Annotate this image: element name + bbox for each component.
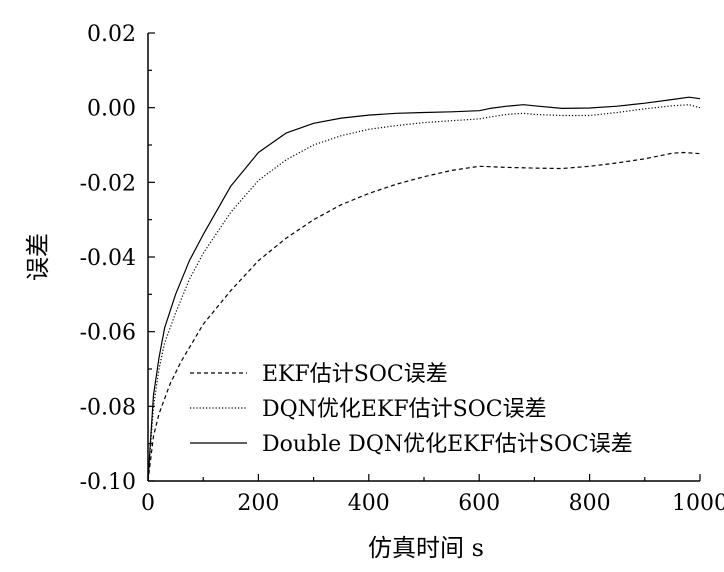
series-line-1 xyxy=(147,151,701,482)
y-axis-title: 误差 xyxy=(24,233,52,281)
x-tick-label: 200 xyxy=(237,491,279,516)
y-tick-label: -0.02 xyxy=(80,171,136,196)
y-tick-label: -0.10 xyxy=(80,470,136,495)
legend-label-3: Double DQN优化EKF估计SOC误差 xyxy=(262,432,633,457)
x-tick-label: 600 xyxy=(458,491,500,516)
x-axis-title: 仿真时间 s xyxy=(368,534,484,562)
y-tick-label: 0.00 xyxy=(87,97,136,122)
series-line-2 xyxy=(147,104,701,482)
y-tick-label: -0.06 xyxy=(80,321,136,346)
legend-label-1: EKF估计SOC误差 xyxy=(262,362,448,387)
series-line-3 xyxy=(147,96,701,482)
y-tick-label: 0.02 xyxy=(87,22,136,47)
series-layer xyxy=(147,96,701,482)
x-axis-ticks: 0 200 400 600 800 1000 xyxy=(141,474,724,516)
x-tick-label: 400 xyxy=(348,491,390,516)
y-axis-ticks: 0.02 0.00 -0.02 -0.04 -0.06 -0.08 -0.10 xyxy=(80,22,155,495)
y-tick-label: -0.08 xyxy=(80,395,136,420)
legend: EKF估计SOC误差 DQN优化EKF估计SOC误差 Double DQN优化EKF… xyxy=(190,362,633,457)
y-tick-label: -0.04 xyxy=(80,246,136,271)
legend-label-2: DQN优化EKF估计SOC误差 xyxy=(262,397,547,422)
x-tick-label: 800 xyxy=(569,491,611,516)
x-tick-label: 1000 xyxy=(672,491,724,516)
x-tick-label: 0 xyxy=(141,491,155,516)
